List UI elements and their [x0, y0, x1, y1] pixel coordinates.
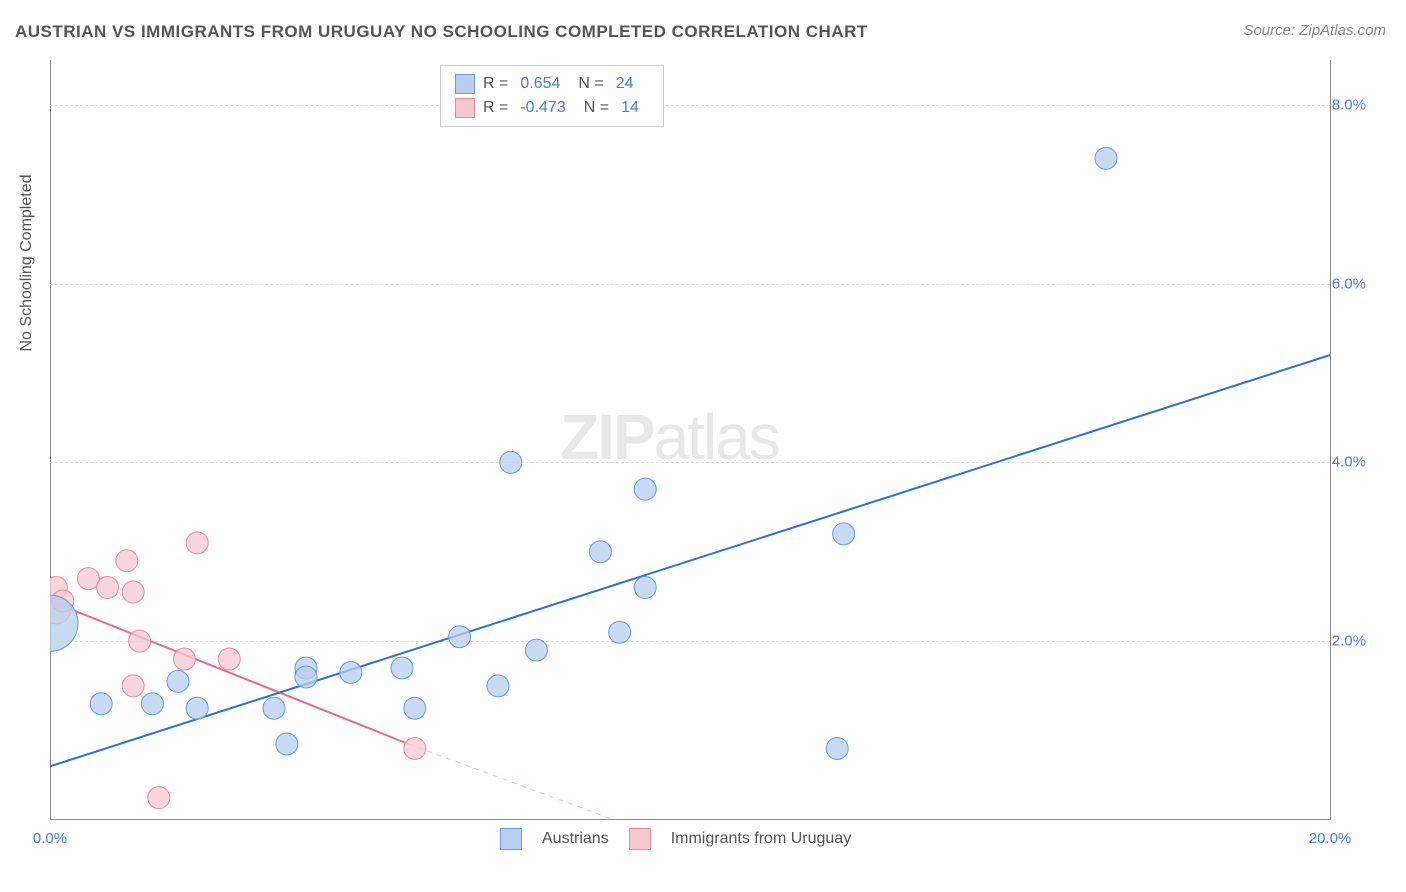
- legend-r-label: R =: [483, 99, 508, 117]
- legend-row-uruguay: R = -0.473 N = 14: [455, 96, 649, 120]
- legend-n-label: N =: [584, 99, 609, 117]
- legend-row-austrians: R = 0.654 N = 24: [455, 72, 649, 96]
- chart-title: AUSTRIAN VS IMMIGRANTS FROM URUGUAY NO S…: [15, 22, 868, 42]
- legend-r-value-b: -0.473: [520, 99, 565, 117]
- legend-correlation: R = 0.654 N = 24 R = -0.473 N = 14: [440, 65, 664, 127]
- legend-r-label: R =: [483, 75, 508, 93]
- legend-label-uruguay: Immigrants from Uruguay: [671, 830, 852, 848]
- legend-series: Austrians Immigrants from Uruguay: [500, 828, 851, 850]
- y-tick-label: 4.0%: [1332, 454, 1366, 471]
- y-tick-label: 8.0%: [1332, 96, 1366, 113]
- y-tick-label: 6.0%: [1332, 275, 1366, 292]
- source-label: Source: ZipAtlas.com: [1243, 22, 1386, 39]
- legend-swatch-uruguay: [455, 98, 475, 118]
- legend-r-value-a: 0.654: [520, 75, 560, 93]
- legend-swatch-austrians: [455, 74, 475, 94]
- legend-n-label: N =: [578, 75, 603, 93]
- legend-label-austrians: Austrians: [542, 830, 609, 848]
- legend-swatch-austrians-b: [500, 828, 522, 850]
- chart-svg: [50, 60, 1330, 820]
- x-tick-label: 0.0%: [33, 830, 67, 847]
- plot-right-border: [1330, 60, 1331, 820]
- legend-swatch-uruguay-b: [629, 828, 651, 850]
- x-tick-label: 20.0%: [1309, 830, 1352, 847]
- legend-n-value-b: 14: [621, 99, 639, 117]
- y-tick-label: 2.0%: [1332, 633, 1366, 650]
- legend-n-value-a: 24: [616, 75, 634, 93]
- y-axis-label: No Schooling Completed: [18, 175, 36, 352]
